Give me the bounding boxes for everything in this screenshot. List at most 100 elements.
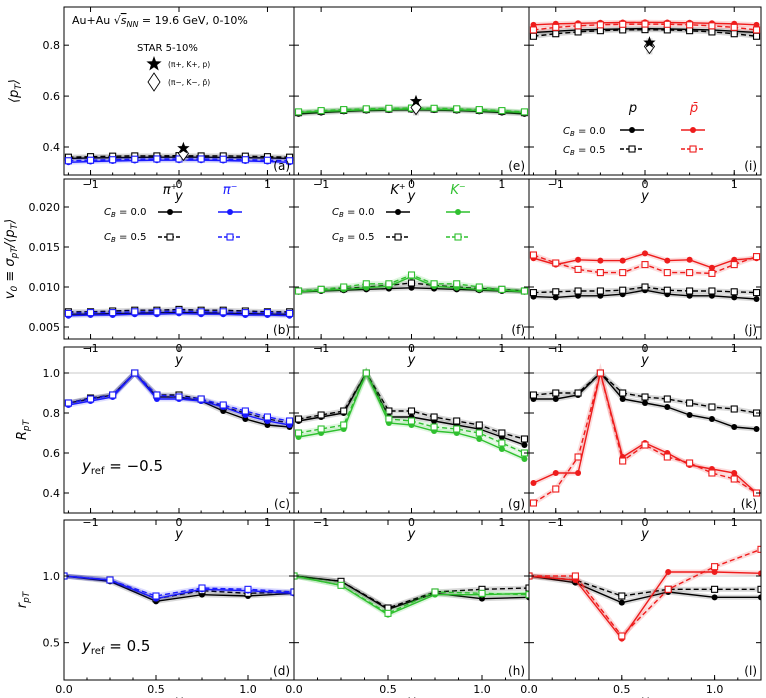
axes-frame [293,6,530,176]
data-point-square [711,563,719,571]
data-point-square [64,309,72,317]
y-tick-label: 0.4 [43,487,61,500]
series-band [294,573,529,617]
series-line-pi-CB-0-0 [64,575,294,603]
panel-i: −1 0 1 y (i) [528,6,762,204]
data-point-square [385,280,393,288]
data-point-square [385,104,393,112]
x-tick-label: 0 [642,178,649,191]
data-point-circle [575,470,582,476]
data-point-circle [711,594,718,601]
kaon-legend-cb0: CB = 0.0 [332,207,374,219]
x-tick-label: 0 [642,516,649,529]
axes-frame [63,346,295,514]
data-point-square [498,107,506,115]
proton-legend-line-pbar-cb05-marker [689,145,697,153]
data-point-square [574,28,582,36]
data-point-circle [731,424,738,430]
series-line-pi-CB-0-5 [64,575,294,597]
x-tick-label: 0 [408,516,415,529]
data-point-square [407,417,416,425]
data-point-square [574,287,582,295]
series-group [529,19,761,40]
data-point-circle [575,256,582,263]
axes-frame [528,519,762,681]
kaon-legend-line-neg-cb0-marker [455,209,461,215]
star-legend-neg: (π−, K−, p̄) [168,78,210,87]
data-point-square [574,22,582,30]
star-data-star [177,141,190,154]
annotation-yref-d: yref = 0.5 [81,637,150,657]
data-point-square [153,391,161,399]
data-point-square [263,156,272,164]
kaon-legend-line-neg-cb05-marker [454,233,462,241]
data-point-square [175,307,183,315]
data-point-square [430,423,438,431]
data-point-square [619,389,627,397]
data-point-square [498,439,506,447]
y-tick-label: 0.020 [29,201,61,214]
panel-label: (d) [273,664,290,678]
series-group [529,545,761,643]
data-point-square [596,369,604,377]
data-point-square [663,269,671,277]
data-point-square [109,309,117,317]
data-point-circle [686,412,693,418]
data-point-square [197,308,205,316]
data-point-square [340,421,348,429]
series-line-pi-CB-0-5 [68,158,290,162]
series-group [529,250,761,302]
data-point-square [529,499,538,507]
data-point-square [241,156,249,164]
data-point-circle [498,446,505,452]
data-point-square [317,425,325,433]
panel-label: (i) [744,159,757,173]
data-point-square [664,585,672,593]
data-point-square [686,269,694,277]
panel-g: −1 0 1 y (g) [293,346,530,542]
series-group [64,369,294,430]
panel-label: (b) [273,323,290,337]
series-group [294,271,529,295]
data-point-circle [552,396,559,402]
kaon-legend-neg: K− [450,182,465,198]
data-point-square [529,391,538,399]
series-group [64,152,294,166]
data-point-square [337,581,345,589]
data-point-circle [530,480,537,486]
series-line-pi-CB-0-5 [64,575,294,600]
star-data-star [643,36,656,48]
data-point-circle [642,250,648,257]
kaon-legend-line-pos-cb05-marker [394,233,402,241]
y-tick-label: 0.6 [43,447,61,460]
data-point-circle [708,264,715,271]
series-line-p-CB-0-0 [529,575,761,604]
data-point-square [219,401,227,409]
x-axis-label: y [174,189,183,204]
pion-legend-line-neg-cb0-marker [227,209,233,215]
axes-frame [63,6,295,176]
data-point-circle [731,470,738,476]
data-point-square [475,421,483,429]
kaon-legend-cb05: CB = 0.5 [332,232,374,244]
data-point-square [407,279,416,287]
series-line-pi-CB-0-0 [64,575,294,600]
data-point-square [571,572,579,580]
data-point-square [619,286,627,294]
data-point-square [552,485,560,493]
data-point-square [552,23,560,31]
x-tick-label: 0.0 [520,683,538,696]
panel-label: (h) [508,664,525,678]
data-point-square [708,287,716,295]
data-point-square [619,20,627,28]
data-point-square [86,395,95,403]
data-point-square [294,108,303,116]
kaon-legend-line-pos-cb0-marker [395,209,401,215]
x-axis-label: y [407,694,416,698]
panel-j: −1 0 1 y (j) [528,178,762,368]
data-point-square [686,27,694,35]
panel-label: (c) [274,497,290,511]
data-point-square [109,156,117,164]
data-point-square [109,391,117,399]
